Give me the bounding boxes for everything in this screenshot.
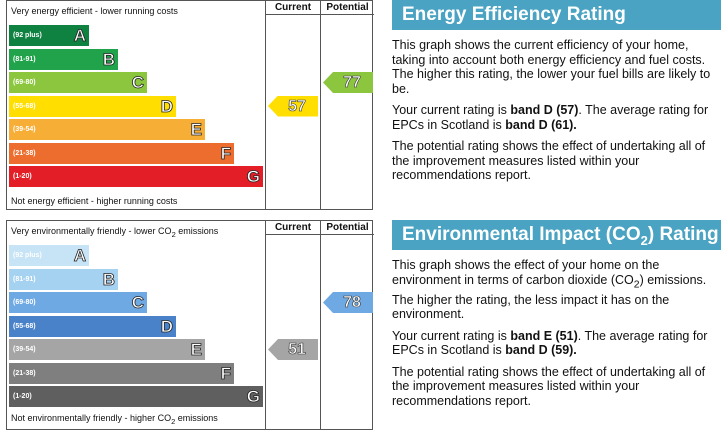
- ei-band-letter: A: [73, 246, 86, 266]
- ee-band-range: (55-68): [13, 102, 36, 110]
- ee-band-f: (21-38) F: [9, 142, 234, 164]
- ee-current-rating-arrow: 57: [268, 95, 318, 117]
- ee-band-range: (92 plus): [13, 32, 42, 39]
- ee-band-letter: C: [131, 73, 144, 93]
- ei-band-letter: C: [131, 293, 144, 313]
- ee-band-letter: F: [220, 143, 231, 163]
- ee-band-letter: D: [160, 96, 173, 116]
- ei-band-range: (55-68): [13, 322, 36, 330]
- ee-band-a: (92 plus) A: [9, 25, 89, 46]
- ei-potential-header: Potential: [321, 221, 374, 235]
- ei-band-c: (69-80) C: [9, 292, 147, 313]
- ee-band-range: (69-80): [13, 79, 36, 86]
- ee-band-range: (1-20): [13, 173, 32, 180]
- ee-band-d: (55-68) D: [9, 95, 176, 117]
- ee-band-letter: G: [246, 167, 260, 187]
- ei-caption-bottom: Not environmentally friendly - higher CO…: [11, 413, 218, 426]
- ei-band-f: (21-38) F: [9, 362, 234, 384]
- ei-band-e: (39-54) E: [9, 339, 205, 360]
- ee-band-letter: B: [102, 49, 115, 69]
- ee-info-paragraph-2: Your current rating is band D (57). The …: [392, 103, 709, 132]
- ei-band-g: (1-20) G: [9, 386, 263, 407]
- environmental-impact-info: Environmental Impact (CO2) Rating This g…: [392, 220, 721, 408]
- ei-info-title: Environmental Impact (CO2) Rating: [392, 220, 721, 250]
- ei-info-paragraph-3: The potential rating shows the effect of…: [392, 364, 706, 408]
- ei-caption-top: Very environmentally friendly - lower CO…: [11, 226, 219, 239]
- ee-band-b: (81-91) B: [9, 48, 118, 70]
- energy-efficiency-info: Energy Efficiency Rating This graph show…: [392, 0, 721, 183]
- ee-band-g: (1-20) G: [9, 166, 263, 187]
- ee-band-letter: E: [190, 120, 202, 140]
- ee-band-e: (39-54) E: [9, 119, 205, 140]
- ee-caption-bottom: Not energy efficient - higher running co…: [11, 196, 178, 206]
- ee-band-range: (81-91): [13, 55, 36, 63]
- ee-potential-column: Potential 77: [320, 1, 374, 209]
- ei-band-letter: E: [190, 340, 202, 360]
- ee-info-paragraph-3: The potential rating shows the effect of…: [392, 139, 706, 182]
- ee-band-area: Very energy efficient - lower running co…: [7, 1, 265, 209]
- ei-current-column: Current 51: [265, 221, 320, 429]
- ee-potential-header: Potential: [321, 1, 374, 15]
- energy-efficiency-chart: Very energy efficient - lower running co…: [6, 0, 374, 210]
- ee-band-letter: A: [73, 26, 86, 46]
- ee-potential-rating-arrow: 77: [323, 72, 373, 93]
- ei-band-range: (21-38): [13, 369, 36, 377]
- ei-band-range: (1-20): [13, 393, 32, 400]
- ee-info-title: Energy Efficiency Rating: [392, 0, 721, 30]
- ei-band-range: (39-54): [13, 346, 36, 353]
- ee-current-column: Current 57: [265, 1, 320, 209]
- environmental-impact-chart: Very environmentally friendly - lower CO…: [6, 220, 374, 430]
- ee-current-header: Current: [266, 1, 320, 15]
- ei-band-area: Very environmentally friendly - lower CO…: [7, 221, 265, 429]
- ei-band-range: (92 plus): [13, 252, 42, 259]
- ee-caption-top: Very energy efficient - lower running co…: [11, 6, 178, 16]
- ei-info-paragraph-1: This graph shows the effect of your home…: [392, 258, 707, 321]
- ei-band-letter: B: [102, 269, 115, 289]
- ee-info-paragraph-1: This graph shows the current efficiency …: [392, 38, 711, 96]
- ei-band-letter: D: [160, 316, 173, 336]
- ei-band-range: (69-80): [13, 299, 36, 306]
- ei-band-a: (92 plus) A: [9, 245, 89, 266]
- ei-current-rating-arrow: 51: [268, 339, 318, 360]
- ei-band-letter: G: [246, 387, 260, 407]
- ei-band-range: (81-91): [13, 275, 36, 283]
- ei-potential-rating-arrow: 78: [323, 292, 373, 313]
- ei-potential-column: Potential 78: [320, 221, 374, 429]
- ee-band-range: (39-54): [13, 126, 36, 133]
- ee-band-range: (21-38): [13, 149, 36, 157]
- ei-band-letter: F: [220, 363, 231, 383]
- ei-band-b: (81-91) B: [9, 268, 118, 290]
- ei-current-header: Current: [266, 221, 320, 235]
- ei-band-d: (55-68) D: [9, 315, 176, 337]
- ee-band-c: (69-80) C: [9, 72, 147, 93]
- ei-info-paragraph-2: Your current rating is band E (51). The …: [392, 328, 708, 358]
